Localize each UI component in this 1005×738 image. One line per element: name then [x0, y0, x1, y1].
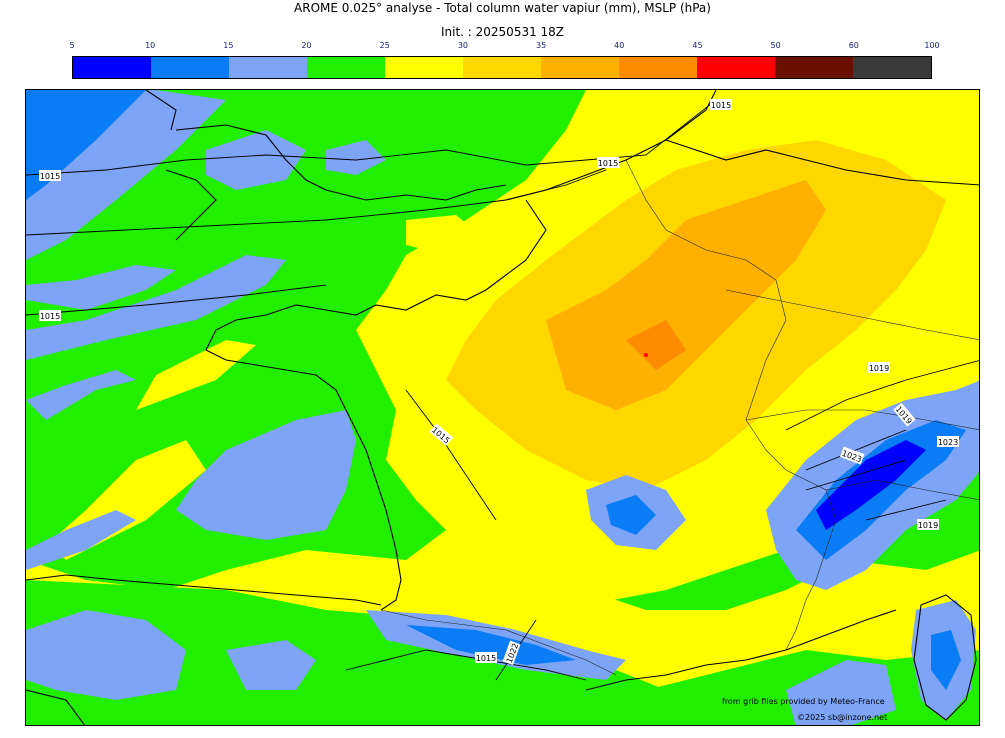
- green-mediterranean: [646, 665, 786, 715]
- colorbar-tick-label: 15: [223, 41, 234, 50]
- border-italy: [825, 479, 979, 500]
- colorbar-segment: [385, 57, 463, 78]
- colorbar-segment: [697, 57, 775, 78]
- colorbar-segment: [229, 57, 307, 78]
- colorbar-tick-label: 10: [145, 41, 156, 50]
- coast-england-south: [175, 124, 507, 201]
- coast-france-west: [205, 199, 547, 611]
- colorbar-segment: [853, 57, 931, 78]
- coast-spain-west: [26, 689, 86, 725]
- light-blue-streak-4: [26, 510, 136, 570]
- init-time: Init. : 20250531 18Z: [440, 25, 565, 39]
- dark-orange-spot: [626, 320, 686, 370]
- yellow-patch-north: [406, 215, 486, 255]
- light-blue-biscay: [176, 410, 356, 540]
- colorbar-segment: [541, 57, 619, 78]
- isobar-line: [785, 360, 979, 431]
- isobar-line: [865, 499, 947, 521]
- copyright-credit: ©2025 sb@inzone.net: [797, 713, 888, 722]
- yellow-patch-atlantic-2: [136, 340, 256, 410]
- light-blue-england: [206, 130, 306, 190]
- orange-core: [546, 180, 826, 410]
- borders: [380, 159, 979, 676]
- light-blue-spain-2: [226, 640, 316, 690]
- colorbar-segment: [463, 57, 541, 78]
- colorbar-tick-label: 35: [535, 41, 547, 50]
- light-blue-streak-2: [26, 255, 286, 360]
- colorbar-tick-label: 25: [379, 41, 390, 50]
- coast-mediterranean: [585, 609, 897, 691]
- isobar-label: 1015: [40, 312, 60, 321]
- border-switzerland: [745, 409, 979, 430]
- isobar-label: 1019: [869, 364, 889, 373]
- blue-corsica: [931, 630, 961, 690]
- colorbar-tick-label: 20: [301, 41, 312, 50]
- yellow-band-south: [226, 550, 979, 690]
- border-france-east: [625, 159, 837, 651]
- colorbar-tick-label: 60: [848, 41, 859, 50]
- isobar-label: 1015: [598, 159, 618, 168]
- blue-pyrenees: [406, 625, 576, 665]
- isobar-label: 1015: [476, 654, 496, 663]
- border-germany: [725, 289, 979, 340]
- red-spot: [644, 353, 648, 357]
- coast-north-sea: [665, 139, 979, 186]
- light-blue-mediterranean: [786, 660, 896, 725]
- map-canvas: 1015 1015 1015 1015 1015 1019 1019 1023 …: [26, 90, 979, 725]
- colorbar-tick-label: 50: [770, 41, 781, 50]
- colorbar: [72, 56, 932, 79]
- coastlines: [26, 90, 979, 725]
- colorbar-segment: [307, 57, 385, 78]
- light-blue-streak-3: [26, 370, 136, 420]
- border-pyrenees: [380, 609, 617, 676]
- isobar-line: [405, 389, 497, 521]
- colorbar-tick-label: 30: [457, 41, 468, 50]
- isobar-label: 1019: [918, 521, 938, 530]
- colorbar-segment: [151, 57, 229, 78]
- isobar-label: 1023: [938, 438, 958, 447]
- water-vapour-map: 1015 1015 1015 1015 1015 1019 1019 1023 …: [25, 89, 980, 726]
- colorbar-tick-label: 5: [69, 41, 75, 50]
- colorbar-tick-label: 45: [692, 41, 703, 50]
- light-blue-streak-1: [26, 265, 176, 310]
- blue-massif-central: [606, 495, 656, 535]
- colorbar-segment: [73, 57, 151, 78]
- map-title: AROME 0.025° analyse - Total column wate…: [294, 1, 711, 15]
- colorbar-ticks: 5 10 15 20 25 30 35 40 45 50 60 100: [0, 41, 1005, 53]
- colorbar-tick-label: 100: [924, 41, 940, 50]
- isobar-line: [26, 169, 607, 236]
- light-blue-channel: [326, 140, 386, 175]
- colorbar-tick-label: 40: [614, 41, 625, 50]
- coast-corsica: [913, 594, 977, 721]
- coast-wales: [145, 90, 177, 131]
- data-source-credit: from grib files provided by Meteo-France: [722, 697, 885, 706]
- light-blue-spain: [26, 610, 186, 700]
- isobar-label: 1015: [40, 172, 60, 181]
- isobar-line: [26, 284, 327, 316]
- colorbar-segment: [619, 57, 697, 78]
- isobar-line: [805, 429, 907, 471]
- isobar-label: 1015: [711, 101, 731, 110]
- colorbar-segment: [775, 57, 853, 78]
- isobar-line: [805, 459, 907, 491]
- coast-spain-north: [26, 574, 382, 606]
